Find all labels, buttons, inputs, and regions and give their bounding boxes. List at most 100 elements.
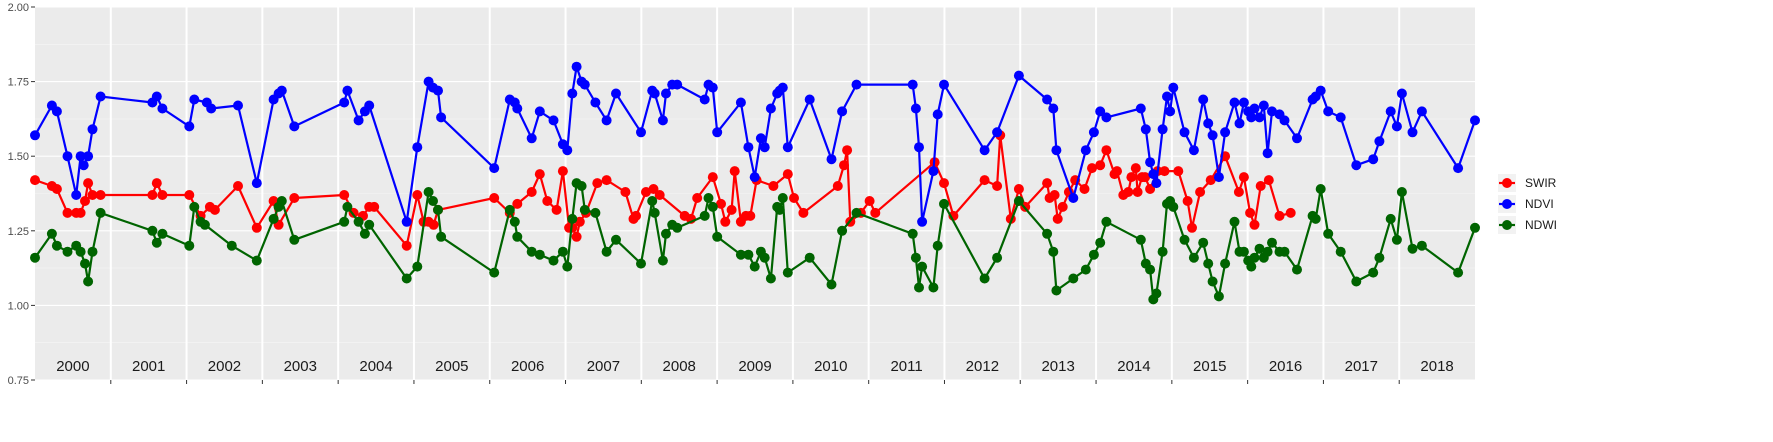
data-point-ndvi: [1391, 121, 1402, 132]
data-point-swir: [30, 175, 40, 186]
data-point-ndwi: [147, 225, 158, 236]
data-point-ndwi: [777, 193, 788, 203]
data-point-ndvi: [1095, 106, 1106, 117]
data-point-ndwi: [1229, 216, 1240, 227]
data-point-ndwi: [562, 261, 573, 272]
data-point-ndvi: [1385, 106, 1396, 117]
data-point-ndwi: [576, 181, 587, 191]
year-label: 2010: [814, 358, 847, 375]
data-point-ndwi: [579, 204, 590, 215]
data-point-ndwi: [1179, 234, 1190, 245]
data-point-ndvi: [579, 79, 590, 90]
data-point-ndvi: [1088, 127, 1099, 138]
data-point-ndvi: [826, 154, 837, 165]
data-point-ndwi: [80, 258, 90, 269]
data-point-swir: [526, 187, 537, 197]
data-point-ndwi: [590, 207, 601, 218]
data-point-swir: [745, 210, 756, 221]
data-point-swir: [1079, 184, 1090, 194]
data-point-ndwi: [1396, 187, 1407, 197]
data-point-ndvi: [401, 216, 412, 227]
data-point-swir: [789, 193, 799, 203]
data-point-ndwi: [1292, 264, 1302, 275]
data-point-ndvi: [1262, 148, 1273, 159]
data-point-ndwi: [157, 228, 168, 239]
year-label: 2011: [890, 358, 922, 375]
data-point-ndvi: [151, 91, 162, 102]
data-point-ndvi: [1416, 106, 1427, 117]
data-point-swir: [1087, 163, 1097, 174]
data-point-ndwi: [489, 267, 500, 278]
data-point-swir: [839, 160, 849, 171]
year-label: 2013: [1041, 358, 1074, 375]
data-point-ndwi: [1249, 252, 1260, 263]
data-point-ndvi: [1279, 115, 1290, 126]
data-point-ndvi: [342, 85, 353, 96]
year-label: 2003: [284, 358, 317, 375]
data-point-swir: [62, 207, 73, 218]
data-point-ndvi: [51, 106, 62, 117]
data-point-ndwi: [917, 261, 928, 272]
y-tick-label: 0.75: [8, 375, 29, 387]
data-point-ndwi: [1188, 252, 1199, 263]
data-point-ndwi: [1151, 288, 1162, 299]
legend-key-point: [1502, 178, 1512, 188]
y-tick-label: 1.00: [8, 300, 29, 312]
data-point-ndwi: [703, 193, 714, 203]
data-point-ndwi: [1095, 237, 1106, 248]
data-point-ndwi: [712, 231, 723, 242]
data-point-swir: [75, 207, 86, 218]
data-point-ndwi: [226, 240, 237, 251]
data-point-ndvi: [1453, 163, 1464, 174]
data-point-swir: [729, 166, 740, 177]
data-point-ndvi: [1179, 127, 1190, 138]
data-point-swir: [1245, 207, 1256, 218]
data-point-ndwi: [1315, 184, 1326, 194]
year-label: 2006: [511, 358, 544, 375]
legend-label: NDVI: [1525, 197, 1554, 211]
data-point-ndwi: [548, 255, 559, 266]
data-point-ndwi: [428, 196, 438, 206]
data-point-ndwi: [939, 198, 949, 209]
y-tick-label: 1.25: [8, 226, 29, 238]
data-point-ndvi: [712, 127, 723, 138]
data-point-ndwi: [30, 252, 40, 263]
data-point-ndwi: [1013, 196, 1024, 206]
data-point-ndvi: [1101, 112, 1112, 123]
data-point-swir: [832, 181, 843, 191]
legend-item-ndwi: NDWI: [1498, 216, 1557, 234]
data-point-ndvi: [83, 151, 94, 162]
data-point-swir: [1187, 222, 1197, 233]
data-point-swir: [1095, 160, 1106, 171]
data-point-ndvi: [251, 178, 262, 189]
y-tick-label: 1.75: [8, 77, 29, 89]
data-point-ndvi: [1220, 127, 1231, 138]
data-point-ndvi: [1249, 103, 1260, 114]
data-point-ndwi: [661, 228, 671, 239]
data-point-swir: [1130, 163, 1141, 174]
data-point-ndwi: [87, 246, 98, 257]
data-point-ndvi: [590, 97, 601, 108]
legend-key-point: [1502, 199, 1512, 209]
data-point-ndwi: [46, 228, 57, 239]
data-point-ndvi: [979, 145, 990, 156]
data-point-ndwi: [1323, 228, 1334, 239]
year-label: 2007: [587, 358, 620, 375]
data-point-ndvi: [707, 82, 718, 93]
data-point-ndwi: [1145, 264, 1156, 275]
data-point-ndwi: [557, 246, 568, 257]
data-point-ndwi: [928, 282, 939, 293]
data-point-ndvi: [765, 103, 776, 114]
data-point-ndvi: [289, 121, 300, 132]
data-point-ndvi: [759, 142, 770, 153]
data-point-ndwi: [782, 267, 793, 278]
data-point-ndvi: [1246, 112, 1257, 123]
data-point-ndwi: [1220, 258, 1231, 269]
data-point-ndwi: [1453, 267, 1464, 278]
data-point-swir: [542, 196, 553, 206]
data-point-swir: [1249, 219, 1260, 230]
data-point-ndwi: [804, 252, 815, 263]
data-point-swir: [1195, 187, 1206, 197]
data-point-swir: [1101, 145, 1112, 156]
data-point-swir: [251, 222, 262, 233]
